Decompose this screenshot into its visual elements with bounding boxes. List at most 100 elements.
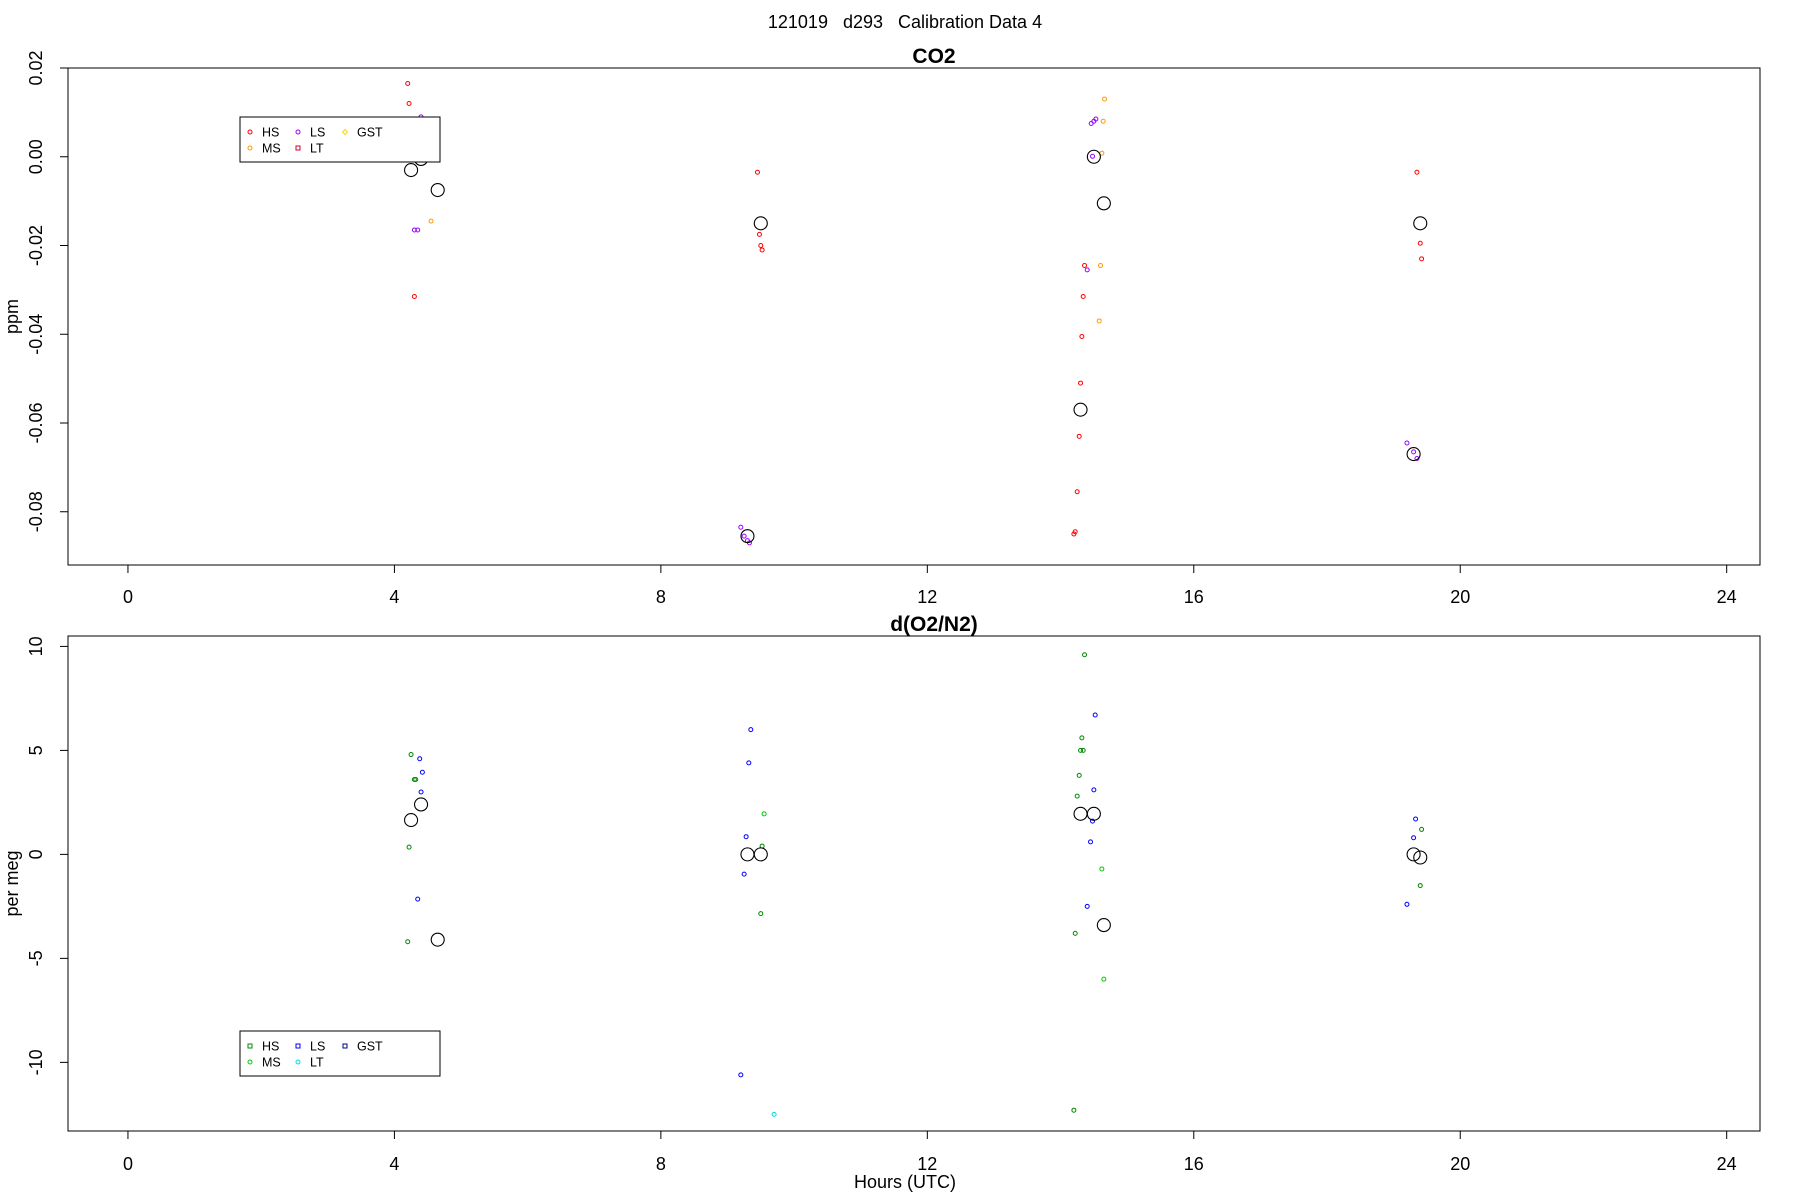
- data-point: [1080, 747, 1086, 753]
- y-axis-title: ppm: [2, 299, 22, 334]
- legend-marker: [247, 1043, 253, 1049]
- mean-point: [753, 847, 768, 862]
- x-axis: 0 4 8 12 16 20 24: [123, 564, 1737, 607]
- y-axis: -10 -5 0 5 10 per meg: [2, 636, 69, 1075]
- data-point: [1417, 883, 1423, 889]
- x-tick-label: 24: [1717, 1154, 1737, 1174]
- data-point: [1419, 826, 1425, 832]
- data-point: [758, 243, 764, 248]
- legend-marker: [295, 145, 301, 151]
- data-point: [1079, 735, 1085, 741]
- mean-point: [1086, 806, 1101, 821]
- mean-point: [753, 216, 768, 231]
- data-point: [738, 524, 744, 530]
- x-tick-label: 4: [389, 1154, 399, 1174]
- legend-marker: [295, 129, 301, 135]
- legend: HS MS LS LT GST: [239, 116, 441, 163]
- data-point: [415, 896, 421, 902]
- data-point: [748, 727, 754, 733]
- legend-label: MS: [262, 142, 281, 156]
- legend-entry: LS: [295, 126, 325, 140]
- legend-entry: GST: [341, 126, 383, 140]
- data-point: [1084, 903, 1090, 909]
- data-point: [1091, 787, 1097, 793]
- mean-point: [430, 182, 445, 198]
- x-tick-label: 12: [917, 1154, 937, 1174]
- legend-label: LS: [310, 1040, 325, 1054]
- data-point: [1076, 772, 1082, 778]
- data-point: [1071, 1107, 1077, 1113]
- mean-point: [740, 847, 755, 862]
- x-axis-title: Hours (UTC): [854, 1172, 956, 1192]
- data-point: [1078, 380, 1084, 386]
- mean-point: [1073, 402, 1088, 417]
- mean-point: [1413, 850, 1428, 865]
- y-tick-label: -0.02: [26, 225, 46, 266]
- data-point: [1404, 901, 1410, 907]
- legend-box: [239, 116, 441, 163]
- x-tick-label: 0: [123, 1154, 133, 1174]
- o2n2-panel: d(O2/N2) 0 4 8 12 16 20 24 -10 -5 0 5 10 per meg HS MS L…: [2, 613, 1761, 1174]
- data-point: [1092, 712, 1098, 718]
- series-means: [404, 797, 1428, 947]
- y-tick-label: -0.08: [26, 491, 46, 532]
- data-point: [406, 101, 412, 106]
- legend-entry: HS: [247, 1040, 279, 1054]
- data-point: [411, 227, 417, 233]
- data-point: [1413, 816, 1419, 822]
- data-point: [761, 811, 767, 817]
- data-point: [1411, 835, 1417, 841]
- legend-label: LT: [310, 142, 324, 156]
- data-point: [1084, 267, 1090, 273]
- data-point: [1414, 169, 1420, 175]
- y-tick-label: 0: [26, 849, 46, 859]
- legend-entry: HS: [247, 126, 279, 140]
- data-point: [1088, 839, 1094, 845]
- data-point: [758, 911, 764, 917]
- data-point: [1072, 930, 1078, 936]
- legend-label: LT: [310, 1056, 324, 1070]
- legend: HS MS LS LT GST: [239, 1030, 441, 1077]
- x-tick-label: 8: [656, 1154, 666, 1174]
- data-point: [1074, 489, 1080, 495]
- legend-label: LS: [310, 126, 325, 140]
- y-tick-label: -0.06: [26, 402, 46, 443]
- legend-entry: MS: [247, 1056, 281, 1070]
- mean-point: [1096, 918, 1111, 933]
- legend-marker: [341, 128, 349, 136]
- data-point: [1102, 96, 1108, 102]
- data-point: [1082, 652, 1088, 658]
- data-point: [1074, 793, 1080, 799]
- data-point: [1079, 333, 1085, 339]
- legend-entry: LT: [295, 1056, 324, 1070]
- legend-marker: [247, 1059, 253, 1065]
- y-tick-label: -5: [26, 950, 46, 966]
- legend-label: GST: [357, 1040, 383, 1054]
- data-point: [759, 247, 765, 253]
- series-ls: [411, 114, 1420, 546]
- series-hs: [405, 652, 1425, 1113]
- legend-marker: [247, 129, 253, 135]
- mean-point: [1073, 806, 1088, 821]
- x-tick-label: 20: [1450, 587, 1470, 607]
- data-point: [405, 81, 411, 87]
- y-tick-label: -0.04: [26, 314, 46, 355]
- legend-marker: [295, 1059, 301, 1065]
- legend-label: GST: [357, 126, 383, 140]
- y-axis: -0.08 -0.06 -0.04 -0.02 0.00 0.02 ppm: [2, 50, 69, 532]
- data-point: [756, 231, 762, 237]
- x-tick-label: 16: [1184, 1154, 1204, 1174]
- mean-point: [740, 529, 755, 544]
- mean-point: [404, 813, 419, 828]
- data-point: [418, 789, 424, 795]
- data-point: [741, 871, 747, 877]
- data-point: [1419, 256, 1425, 262]
- data-point: [411, 294, 417, 300]
- data-point: [415, 227, 421, 233]
- data-point: [428, 218, 434, 224]
- data-point: [1411, 449, 1417, 455]
- data-point: [1076, 433, 1082, 439]
- data-point: [771, 1111, 777, 1117]
- data-point: [408, 752, 414, 758]
